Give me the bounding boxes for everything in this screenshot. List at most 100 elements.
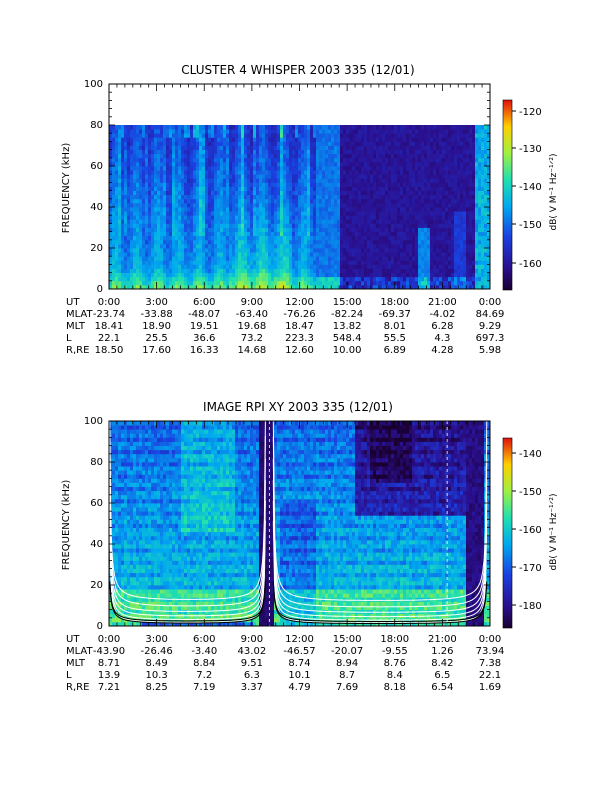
heatmap-cell [238, 219, 242, 224]
heatmap-cell [448, 256, 452, 261]
heatmap-cell [304, 256, 308, 261]
heatmap-cell [169, 235, 173, 241]
heatmap-cell [214, 284, 218, 290]
heatmap-cell [154, 129, 158, 134]
heatmap-cell [235, 239, 239, 245]
heatmap-cell [181, 174, 185, 179]
heatmap-cell [166, 166, 170, 171]
heatmap-cell [157, 157, 161, 163]
heatmap-cell [433, 198, 437, 204]
heatmap-cell [217, 243, 221, 249]
heatmap-cell [442, 207, 446, 212]
heatmap-cell [442, 125, 446, 130]
heatmap-cell [355, 186, 359, 191]
heatmap-cell [193, 256, 197, 261]
heatmap-cell [136, 280, 140, 286]
heatmap-cell [112, 174, 116, 179]
heatmap-cell [403, 182, 407, 187]
heatmap-cell [226, 125, 230, 130]
heatmap-cell [121, 272, 125, 278]
heatmap-cell [259, 153, 263, 159]
heatmap-cell [394, 149, 398, 155]
heatmap-cell [256, 280, 260, 286]
heatmap-cell [205, 239, 209, 245]
heatmap-cell [121, 170, 125, 175]
heatmap-cell [463, 153, 467, 159]
heatmap-cell [316, 207, 320, 212]
heatmap-cell [421, 215, 425, 220]
heatmap-cell [337, 161, 341, 167]
heatmap-cell [133, 268, 137, 273]
heatmap-cell [418, 125, 422, 130]
heatmap-cell [382, 137, 386, 142]
heatmap-cell [301, 194, 305, 200]
heatmap-cell [250, 145, 254, 150]
heatmap-cell [394, 145, 398, 150]
heatmap-cell [163, 202, 167, 208]
heatmap-cell [208, 182, 212, 187]
heatmap-cell [400, 211, 404, 216]
heatmap-cell [121, 215, 125, 220]
heatmap-cell [208, 272, 212, 278]
heatmap-cell [199, 129, 203, 134]
heatmap-cell [178, 194, 182, 200]
heatmap-cell [415, 264, 419, 269]
heatmap-cell [250, 178, 254, 183]
heatmap-cell [397, 186, 401, 191]
heatmap-cell [160, 215, 164, 220]
heatmap-cell [277, 129, 281, 134]
heatmap-cell [415, 174, 419, 179]
heatmap-cell [211, 235, 215, 241]
heatmap-cell [328, 166, 332, 171]
heatmap-cell [436, 198, 440, 204]
heatmap-cell [313, 137, 317, 142]
heatmap-cell [172, 157, 176, 163]
heatmap-cell [121, 129, 125, 134]
heatmap-cell [280, 231, 284, 237]
heatmap-cell [166, 276, 170, 282]
heatmap-cell [343, 153, 347, 159]
heatmap-cell [328, 235, 332, 241]
heatmap-cell [112, 223, 116, 228]
heatmap-cell [346, 174, 350, 179]
heatmap-cell [448, 231, 452, 237]
heatmap-cell [181, 243, 185, 249]
heatmap-cell [130, 227, 134, 232]
heatmap-cell [109, 268, 113, 273]
heatmap-cell [274, 194, 278, 200]
heatmap-cell [232, 235, 236, 241]
heatmap-cell [256, 194, 260, 200]
heatmap-cell [322, 227, 326, 232]
heatmap-cell [187, 243, 191, 249]
heatmap-cell [220, 231, 224, 237]
heatmap-cell [424, 174, 428, 179]
heatmap-cell [304, 174, 308, 179]
heatmap-cell [304, 141, 308, 146]
heatmap-cell [310, 174, 314, 179]
heatmap-cell [316, 231, 320, 237]
heatmap-cell [172, 198, 176, 204]
heatmap-cell [370, 211, 374, 216]
heatmap-cell [469, 161, 473, 167]
heatmap-cell [142, 243, 146, 249]
heatmap-cell [328, 194, 332, 200]
heatmap-cell [202, 149, 206, 155]
heatmap-cell [208, 194, 212, 200]
heatmap-cell [460, 157, 464, 163]
heatmap-cell [190, 161, 194, 167]
heatmap-cell [295, 215, 299, 220]
heatmap-cell [466, 145, 470, 150]
heatmap-cell [178, 157, 182, 163]
heatmap-cell [148, 141, 152, 146]
heatmap-cell [481, 161, 485, 167]
heatmap-cell [457, 186, 461, 191]
heatmap-cell [391, 133, 395, 138]
heatmap-cell [256, 170, 260, 175]
heatmap-cell [364, 178, 368, 183]
heatmap-cell [322, 231, 326, 237]
heatmap-cell [397, 243, 401, 249]
heatmap-cell [250, 235, 254, 241]
heatmap-cell [283, 248, 287, 253]
heatmap-cell [184, 272, 188, 278]
heatmap-cell [310, 186, 314, 191]
